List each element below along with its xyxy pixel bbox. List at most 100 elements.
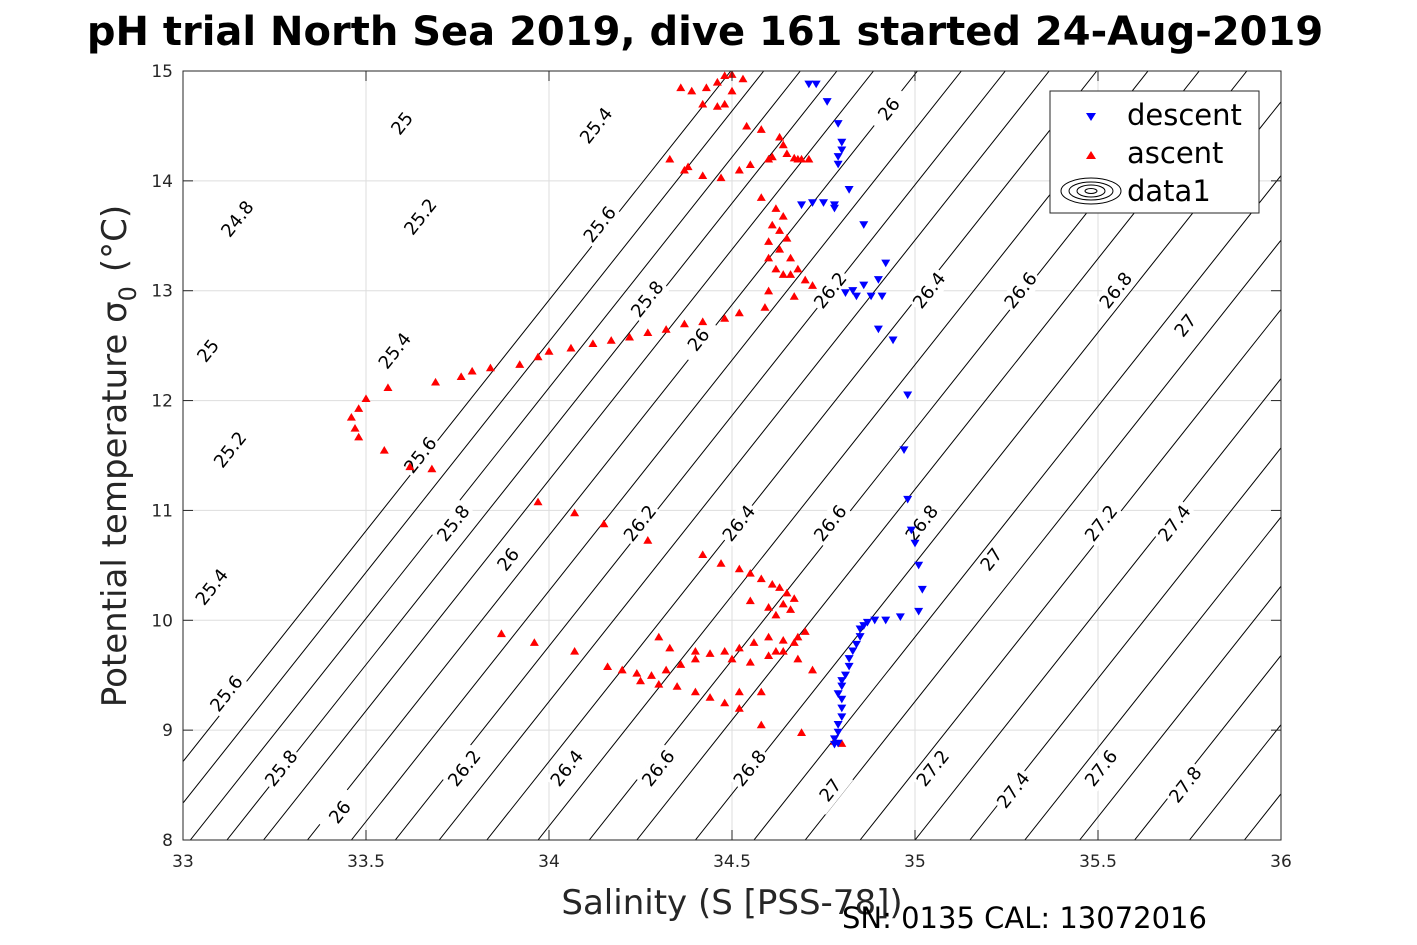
ascent-point-51 (679, 319, 689, 328)
isopycnal-line-18 (969, 447, 1281, 840)
ascent-point-93 (793, 632, 803, 641)
ascent-point-80 (734, 564, 744, 573)
ascent-point-82 (756, 574, 766, 583)
ascent-series (346, 71, 847, 747)
descent-point-19 (840, 289, 850, 297)
descent-point-8 (844, 186, 854, 194)
contour-label-bg (1079, 499, 1124, 548)
ascent-point-52 (661, 325, 671, 333)
descent-point-5 (837, 146, 847, 155)
ascent-point-116 (690, 646, 700, 655)
isopycnal-line-6 (350, 71, 962, 840)
contour-label-bg (808, 499, 854, 548)
ascent-point-6 (738, 74, 748, 83)
ascent-point-96 (749, 638, 759, 646)
y-axis-ticks: 8 9 10 11 12 13 14 15 (151, 62, 1281, 851)
ascent-point-98 (720, 646, 730, 655)
ascent-point-107 (636, 676, 645, 685)
ascent-point-40 (778, 270, 788, 278)
ascent-point-36 (775, 244, 785, 253)
ascent-point-113 (734, 704, 744, 712)
contour-label-bg (808, 266, 854, 315)
ascent-point-50 (698, 317, 708, 326)
contour-label-bg (442, 744, 488, 793)
ascent-point-94 (778, 636, 788, 644)
ascent-point-128 (797, 728, 807, 736)
contour-label-bg (1163, 301, 1209, 350)
ascent-point-10 (698, 99, 708, 108)
ascent-point-95 (764, 632, 774, 641)
legend-contour-icon (1060, 177, 1122, 205)
x-axis-ticks: 33 33.5 34 34.5 35 35.5 36 (172, 71, 1292, 872)
contour-label-bg (372, 327, 418, 376)
ascent-point-92 (800, 627, 810, 635)
contour-label-bg (625, 275, 671, 324)
contour-label-bg (1163, 760, 1209, 810)
x-tick-label-2: 34 (538, 852, 560, 872)
contour-label-bg (1079, 744, 1124, 793)
descent-point-32 (914, 607, 924, 616)
ascent-point-79 (716, 559, 726, 567)
ascent-point-32 (767, 220, 777, 229)
descent-series (797, 80, 927, 749)
descent-point-52 (833, 728, 843, 737)
isopycnal-line-10 (537, 71, 1149, 840)
descent-point-23 (873, 325, 883, 334)
ascent-point-4 (720, 71, 730, 79)
ascent-point-66 (361, 394, 371, 402)
ascent-point-56 (588, 339, 598, 348)
ascent-point-90 (786, 605, 796, 613)
ascent-point-55 (606, 336, 616, 344)
ascent-point-110 (690, 687, 700, 696)
ascent-point-39 (771, 264, 781, 273)
descent-point-20 (851, 292, 861, 301)
isopycnal-line-20 (1079, 585, 1281, 840)
contour-label-bg (998, 266, 1044, 315)
ascent-point-83 (767, 579, 777, 588)
contour-label-bg (380, 99, 425, 148)
descent-point-39 (855, 633, 865, 641)
isopycnal-line-9 (486, 71, 1098, 840)
descent-point-17 (859, 281, 869, 290)
contour-label-bg (545, 744, 590, 793)
contour-label-bg (186, 327, 231, 376)
isopycnal-line-16 (859, 308, 1281, 840)
descent-point-2 (822, 98, 832, 106)
descent-point-28 (906, 526, 916, 535)
x-tick-label-0: 33 (172, 852, 194, 872)
descent-point-35 (870, 616, 880, 625)
ascent-point-16 (764, 154, 774, 163)
ascent-point-112 (720, 698, 730, 707)
contour-label-bg (486, 535, 532, 584)
ascent-point-76 (599, 519, 609, 528)
contour-label-bg (969, 535, 1015, 584)
contour-label-bg (867, 85, 912, 134)
descent-point-26 (899, 446, 909, 455)
descent-point-42 (844, 655, 854, 663)
descent-point-15 (881, 259, 891, 268)
ascent-point-60 (515, 360, 525, 368)
descent-point-1 (811, 80, 821, 89)
ascent-point-2 (701, 83, 711, 92)
ascent-point-64 (431, 377, 441, 386)
ascent-point-115 (665, 643, 675, 652)
descent-point-9 (859, 221, 869, 229)
ascent-point-111 (705, 693, 715, 701)
ascent-point-124 (734, 687, 744, 696)
contour-label-bg (911, 744, 956, 793)
isopycnal-line-5 (307, 71, 918, 840)
ascent-point-85 (782, 588, 792, 597)
ascent-point-30 (771, 204, 781, 212)
ascent-point-54 (625, 332, 635, 341)
ascent-point-72 (405, 462, 415, 471)
descent-point-51 (833, 721, 843, 729)
ascent-point-74 (533, 497, 543, 506)
legend-ascent-label: ascent (1127, 136, 1223, 170)
ascent-point-65 (383, 383, 393, 391)
ascent-point-0 (676, 83, 686, 92)
contour-label-bg (431, 499, 477, 548)
ascent-point-14 (778, 140, 788, 149)
ascent-point-15 (782, 149, 792, 157)
isopycnal-line-19 (1024, 516, 1281, 840)
